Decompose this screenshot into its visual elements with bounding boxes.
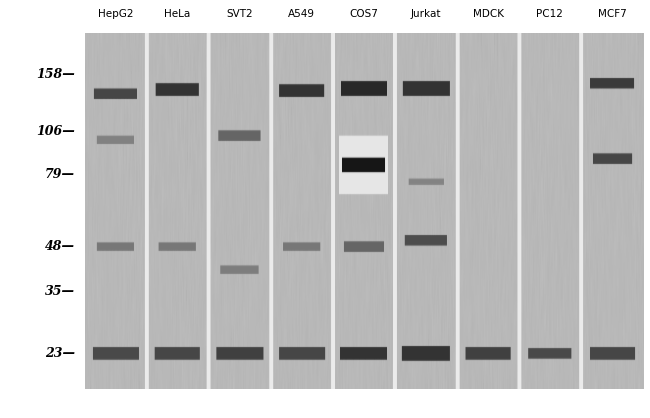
Text: SVT2: SVT2 xyxy=(226,9,253,19)
Text: 79—: 79— xyxy=(45,168,75,181)
Text: 106—: 106— xyxy=(36,125,75,138)
Text: COS7: COS7 xyxy=(349,9,378,19)
Text: MDCK: MDCK xyxy=(473,9,504,19)
Text: HeLa: HeLa xyxy=(164,9,190,19)
Text: 35—: 35— xyxy=(45,285,75,298)
Text: 48—: 48— xyxy=(45,240,75,253)
Text: HepG2: HepG2 xyxy=(98,9,133,19)
Text: MCF7: MCF7 xyxy=(598,9,627,19)
Text: 23—: 23— xyxy=(45,347,75,360)
Text: PC12: PC12 xyxy=(536,9,564,19)
Text: Jurkat: Jurkat xyxy=(411,9,441,19)
Text: A549: A549 xyxy=(288,9,315,19)
Text: 158—: 158— xyxy=(36,68,75,81)
